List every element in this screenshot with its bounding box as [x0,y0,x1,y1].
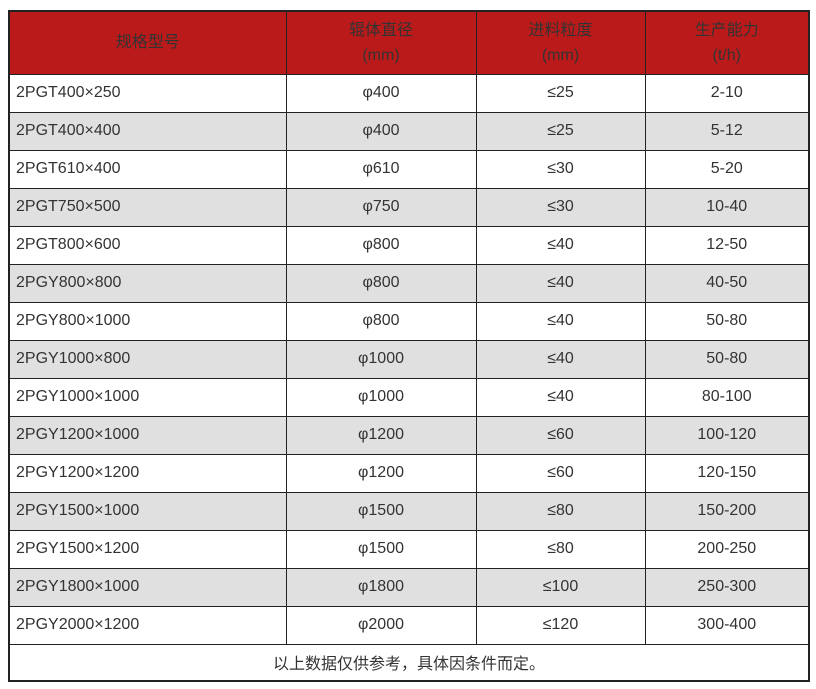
table-row: 2PGY2000×1200 φ2000 ≤120 300-400 [8,605,810,645]
feed-size-cell: ≤40 [475,225,646,265]
model-cell: 2PGY1500×1000 [8,491,287,531]
model-cell: 2PGY1000×1000 [8,377,287,417]
header-row: 规格型号 辊体直径 (mm) 进料粒度 (mm) 生产能力 (t/h) [8,10,810,75]
table-body: 2PGT400×250 φ400 ≤25 2-10 2PGT400×400 φ400 ≤25… [8,73,810,645]
model-cell: 2PGY1200×1000 [8,415,287,455]
diameter-cell: φ800 [285,225,477,265]
feed-size-cell: ≤120 [475,605,646,645]
table-row: 2PGY1000×1000 φ1000 ≤40 80-100 [8,377,810,417]
capacity-cell: 250-300 [644,567,810,607]
diameter-cell: φ610 [285,149,477,189]
diameter-cell: φ1500 [285,491,477,531]
feed-size-cell: ≤80 [475,529,646,569]
table-row: 2PGY800×800 φ800 ≤40 40-50 [8,263,810,303]
diameter-cell: φ800 [285,301,477,341]
header-roller-diameter: 辊体直径 (mm) [285,10,477,75]
header-capacity-unit: (t/h) [712,46,741,64]
table-footer: 以上数据仅供参考，具体因条件而定。 [8,643,810,682]
diameter-cell: φ1200 [285,453,477,493]
header-feed-size-title: 进料粒度 [528,21,593,39]
capacity-cell: 150-200 [644,491,810,531]
table-row: 2PGT750×500 φ750 ≤30 10-40 [8,187,810,227]
header-model-title: 规格型号 [115,33,180,51]
model-cell: 2PGY1800×1000 [8,567,287,607]
feed-size-cell: ≤40 [475,301,646,341]
diameter-cell: φ1800 [285,567,477,607]
feed-size-cell: ≤60 [475,453,646,493]
diameter-cell: φ750 [285,187,477,227]
feed-size-cell: ≤80 [475,491,646,531]
header-capacity: 生产能力 (t/h) [644,10,810,75]
spec-table: 规格型号 辊体直径 (mm) 进料粒度 (mm) 生产能力 (t/h) 2PGT… [8,10,810,682]
capacity-cell: 5-12 [644,111,810,151]
diameter-cell: φ1000 [285,377,477,417]
diameter-cell: φ800 [285,263,477,303]
table-header: 规格型号 辊体直径 (mm) 进料粒度 (mm) 生产能力 (t/h) [8,10,810,75]
model-cell: 2PGT610×400 [8,149,287,189]
table-row: 2PGY800×1000 φ800 ≤40 50-80 [8,301,810,341]
feed-size-cell: ≤100 [475,567,646,607]
model-cell: 2PGT750×500 [8,187,287,227]
table-row: 2PGY1800×1000 φ1800 ≤100 250-300 [8,567,810,607]
diameter-cell: φ400 [285,111,477,151]
header-feed-size: 进料粒度 (mm) [475,10,646,75]
feed-size-cell: ≤25 [475,73,646,113]
table-row: 2PGY1500×1000 φ1500 ≤80 150-200 [8,491,810,531]
diameter-cell: φ2000 [285,605,477,645]
feed-size-cell: ≤40 [475,339,646,379]
capacity-cell: 10-40 [644,187,810,227]
model-cell: 2PGY1500×1200 [8,529,287,569]
header-model: 规格型号 [8,10,287,75]
diameter-cell: φ1200 [285,415,477,455]
model-cell: 2PGY800×800 [8,263,287,303]
capacity-cell: 120-150 [644,453,810,493]
model-cell: 2PGY2000×1200 [8,605,287,645]
model-cell: 2PGY800×1000 [8,301,287,341]
header-roller-diameter-unit: (mm) [362,46,400,64]
model-cell: 2PGT400×250 [8,73,287,113]
table-row: 2PGY1200×1200 φ1200 ≤60 120-150 [8,453,810,493]
capacity-cell: 12-50 [644,225,810,265]
capacity-cell: 80-100 [644,377,810,417]
capacity-cell: 5-20 [644,149,810,189]
capacity-cell: 2-10 [644,73,810,113]
header-capacity-title: 生产能力 [694,21,759,39]
capacity-cell: 50-80 [644,339,810,379]
feed-size-cell: ≤60 [475,415,646,455]
diameter-cell: φ400 [285,73,477,113]
diameter-cell: φ1500 [285,529,477,569]
header-feed-size-unit: (mm) [541,46,580,64]
table-row: 2PGY1500×1200 φ1500 ≤80 200-250 [8,529,810,569]
diameter-cell: φ1000 [285,339,477,379]
table-row: 2PGY1000×800 φ1000 ≤40 50-80 [8,339,810,379]
capacity-cell: 40-50 [644,263,810,303]
capacity-cell: 300-400 [644,605,810,645]
feed-size-cell: ≤40 [475,263,646,303]
feed-size-cell: ≤40 [475,377,646,417]
model-cell: 2PGY1000×800 [8,339,287,379]
model-cell: 2PGT400×400 [8,111,287,151]
capacity-cell: 200-250 [644,529,810,569]
table-row: 2PGT400×400 φ400 ≤25 5-12 [8,111,810,151]
table-row: 2PGY1200×1000 φ1200 ≤60 100-120 [8,415,810,455]
capacity-cell: 50-80 [644,301,810,341]
feed-size-cell: ≤30 [475,187,646,227]
footer-row: 以上数据仅供参考，具体因条件而定。 [8,643,810,682]
table-row: 2PGT400×250 φ400 ≤25 2-10 [8,73,810,113]
footer-note: 以上数据仅供参考，具体因条件而定。 [8,643,810,682]
feed-size-cell: ≤30 [475,149,646,189]
feed-size-cell: ≤25 [475,111,646,151]
capacity-cell: 100-120 [644,415,810,455]
model-cell: 2PGY1200×1200 [8,453,287,493]
model-cell: 2PGT800×600 [8,225,287,265]
header-roller-diameter-title: 辊体直径 [348,21,413,39]
table-row: 2PGT800×600 φ800 ≤40 12-50 [8,225,810,265]
table-row: 2PGT610×400 φ610 ≤30 5-20 [8,149,810,189]
spec-table-container: 规格型号 辊体直径 (mm) 进料粒度 (mm) 生产能力 (t/h) 2PGT… [8,10,810,682]
